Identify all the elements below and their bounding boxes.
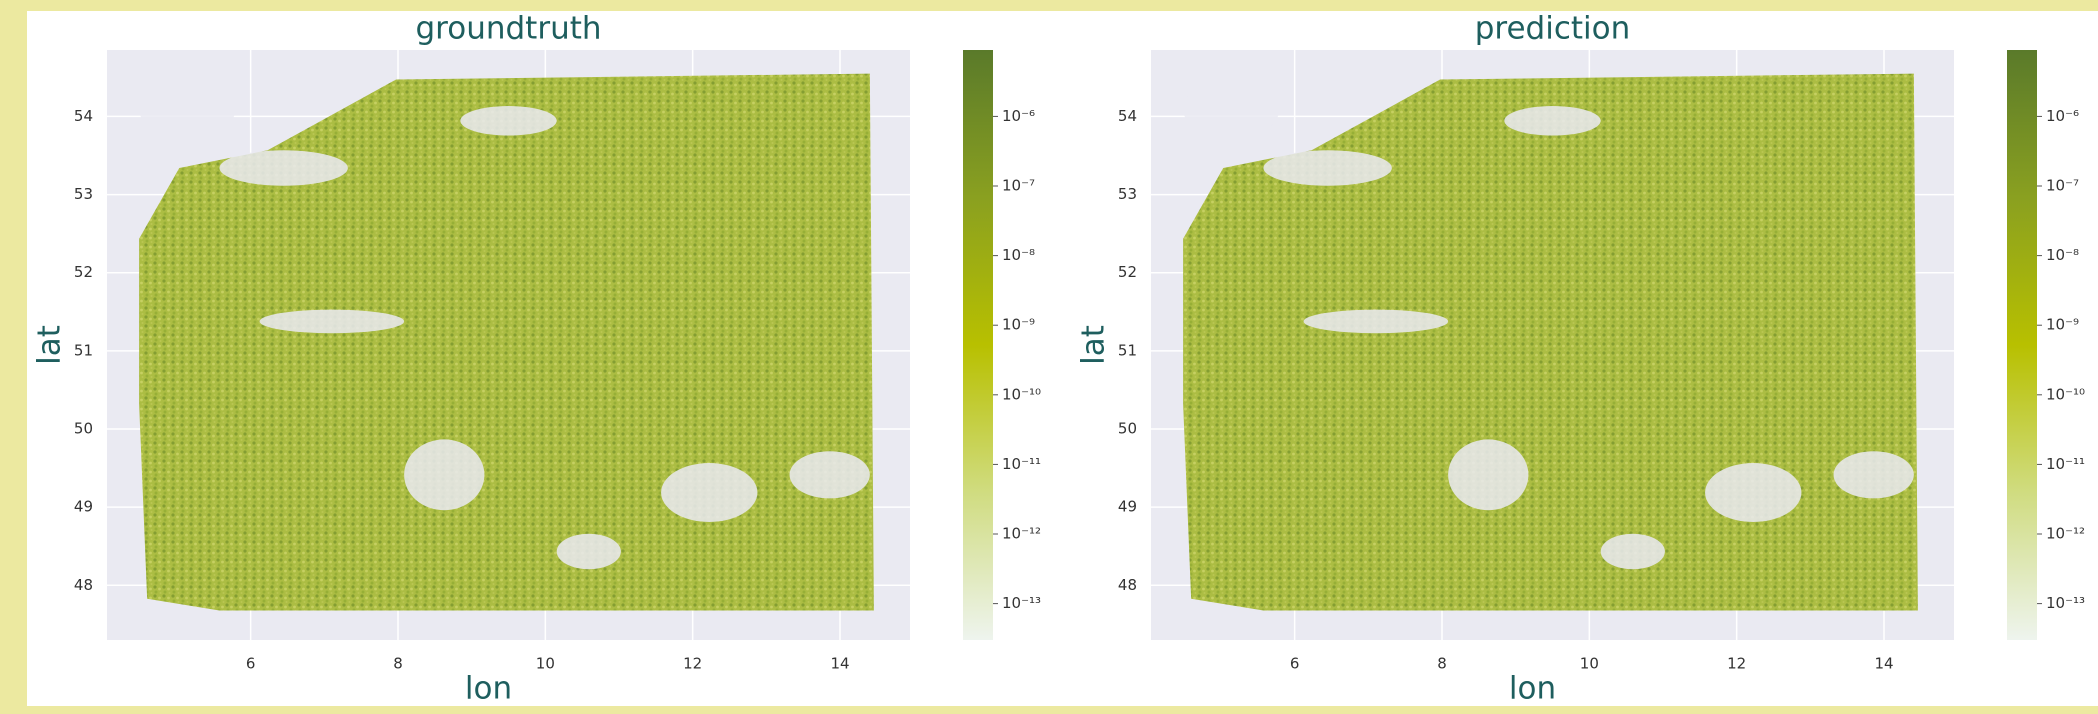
colorbar-tick-label: 10⁻⁹	[2046, 316, 2079, 334]
colorbar-tick-label: 10⁻⁷	[2046, 177, 2079, 195]
y-tick-label: 52	[1118, 263, 1137, 281]
y-tick-label: 51	[74, 341, 93, 359]
figure: 6 8 10 12 14 48 49 50 51 52 53 54 groundtruth lon lat 1…	[0, 0, 2098, 714]
texture-gap	[1304, 310, 1449, 334]
x-tick-label: 6	[246, 655, 256, 673]
x-tick-label: 14	[830, 655, 849, 673]
colorbar	[963, 50, 993, 640]
colorbar-tick-label: 10⁻¹¹	[2046, 455, 2085, 473]
x-tick-label: 12	[1727, 655, 1746, 673]
y-tick-label: 50	[1118, 420, 1137, 438]
texture-gap	[1504, 106, 1600, 136]
colorbar-tick-label: 10⁻⁷	[1002, 177, 1035, 195]
x-tick-label: 8	[1437, 655, 1447, 673]
y-tick-label: 48	[1118, 576, 1137, 594]
texture-gap	[260, 310, 405, 334]
texture-gap	[219, 150, 347, 185]
x-tick-label: 10	[536, 655, 555, 673]
texture-gap	[790, 451, 870, 498]
x-tick-label: 8	[393, 655, 403, 673]
texture-gap	[1705, 463, 1801, 522]
colorbar-tick-label: 10⁻⁸	[1002, 246, 1035, 264]
x-axis-label: lon	[465, 671, 512, 707]
colorbar-tick-label: 10⁻⁹	[1002, 316, 1035, 334]
y-tick-label: 53	[1118, 185, 1137, 203]
texture-gap	[1183, 80, 1279, 139]
y-tick-label: 52	[74, 263, 93, 281]
texture-gap	[404, 439, 484, 510]
x-tick-label: 12	[683, 655, 702, 673]
texture-gap	[557, 534, 621, 569]
y-tick-label: 49	[74, 498, 93, 516]
y-tick-label: 54	[74, 107, 93, 125]
page: 6 8 10 12 14 48 49 50 51 52 53 54 groundtruth lon lat 1…	[0, 0, 2098, 714]
y-axis-label: lat	[1076, 325, 1112, 365]
texture-gap	[460, 106, 556, 136]
chart-title: groundtruth	[415, 11, 601, 47]
colorbar-tick-label: 10⁻⁸	[2046, 246, 2079, 264]
texture-gap	[139, 80, 235, 139]
x-tick-label: 10	[1580, 655, 1599, 673]
y-tick-label: 49	[1118, 498, 1137, 516]
x-axis-label: lon	[1509, 671, 1556, 707]
colorbar-tick-label: 10⁻⁶	[1002, 107, 1035, 125]
colorbar-tick-label: 10⁻¹¹	[1002, 455, 1041, 473]
texture-gap	[1263, 150, 1391, 185]
y-axis-label: lat	[32, 325, 68, 365]
x-tick-label: 14	[1874, 655, 1893, 673]
x-tick-label: 6	[1290, 655, 1300, 673]
colorbar	[2007, 50, 2037, 640]
y-tick-label: 54	[1118, 107, 1137, 125]
y-tick-label: 48	[74, 576, 93, 594]
chart-title: prediction	[1475, 11, 1631, 47]
colorbar-tick-label: 10⁻¹⁰	[2046, 385, 2085, 403]
texture-gap	[1448, 439, 1528, 510]
texture-gap	[661, 463, 757, 522]
texture-gap	[1601, 534, 1665, 569]
colorbar-tick-label: 10⁻¹⁰	[1002, 385, 1041, 403]
colorbar-tick-label: 10⁻¹²	[2046, 525, 2085, 543]
y-tick-label: 53	[74, 185, 93, 203]
y-tick-label: 51	[1118, 341, 1137, 359]
colorbar-tick-label: 10⁻¹³	[2046, 594, 2085, 612]
colorbar-tick-label: 10⁻¹²	[1002, 525, 1041, 543]
colorbar-tick-label: 10⁻⁶	[2046, 107, 2079, 125]
colorbar-tick-label: 10⁻¹³	[1002, 594, 1041, 612]
y-tick-label: 50	[74, 420, 93, 438]
texture-gap	[1834, 451, 1914, 498]
